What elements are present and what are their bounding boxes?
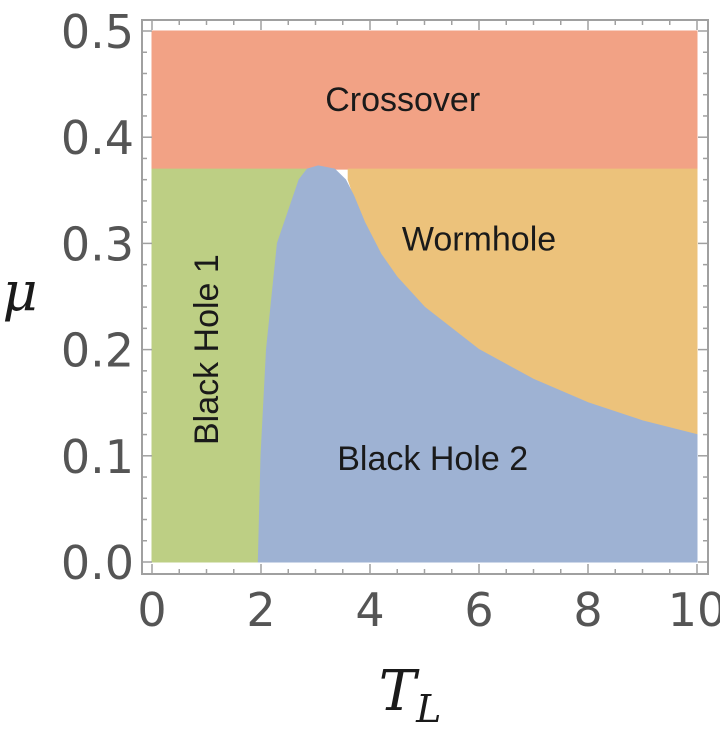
- y-axis-label: μ: [2, 260, 37, 323]
- y-tick-label: 0.4: [61, 111, 134, 165]
- region-label-black-hole-1: Black Hole 1: [188, 254, 226, 445]
- region-label-black-hole-2: Black Hole 2: [337, 440, 528, 478]
- x-tick-label: 6: [464, 583, 493, 637]
- y-tick-labels: 0.0 0.1 0.2 0.3 0.4 0.5: [61, 5, 134, 590]
- y-tick-label: 0.5: [61, 5, 134, 59]
- region-labels: Crossover Black Hole 1 Wormhole Black Hole …: [188, 81, 556, 478]
- phase-regions: [151, 30, 698, 563]
- x-tick-label: 2: [246, 583, 275, 637]
- y-tick-label: 0.1: [61, 430, 134, 484]
- x-tick-label: 8: [573, 583, 602, 637]
- y-tick-label: 0.3: [61, 217, 134, 271]
- x-tick-labels: 0 2 4 6 8 10: [137, 583, 720, 637]
- x-axis-label-subscript: L: [415, 687, 441, 731]
- x-axis-label: TL: [379, 659, 442, 731]
- region-label-crossover: Crossover: [325, 81, 480, 119]
- y-tick-label: 0.0: [61, 536, 134, 590]
- x-tick-label: 0: [137, 583, 166, 637]
- y-tick-label: 0.2: [61, 324, 134, 378]
- axis-ticks: [142, 20, 708, 574]
- region-black-hole-2: [257, 165, 698, 563]
- x-axis-label-main: T: [379, 659, 420, 724]
- region-label-wormhole: Wormhole: [402, 220, 556, 258]
- x-tick-label: 4: [355, 583, 384, 637]
- x-tick-label: 10: [668, 583, 720, 637]
